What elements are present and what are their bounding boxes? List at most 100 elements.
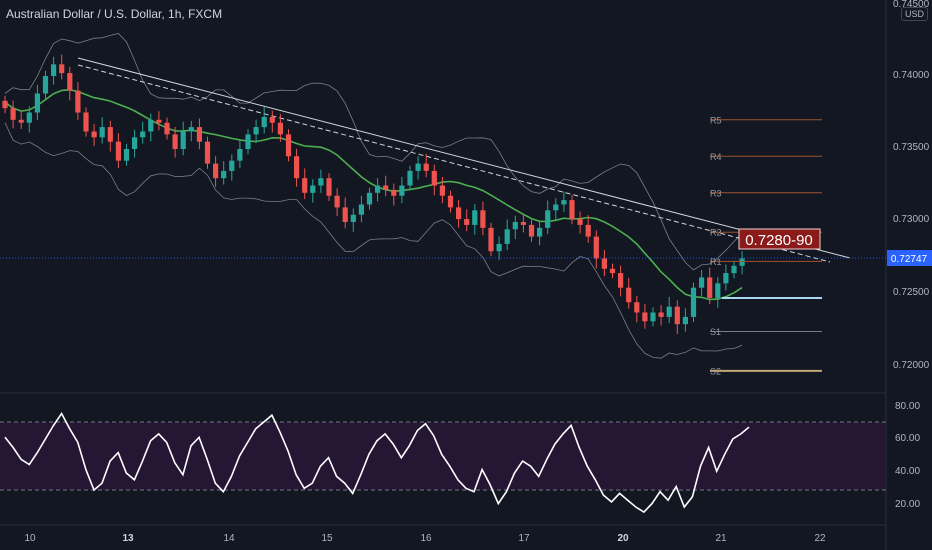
candle-body bbox=[682, 316, 688, 325]
candle-body bbox=[593, 236, 599, 259]
candle-body bbox=[366, 192, 373, 205]
time-tick: 13 bbox=[122, 533, 134, 544]
candle-body bbox=[496, 243, 502, 252]
candle-body bbox=[415, 163, 421, 171]
candle-body bbox=[569, 200, 575, 220]
candle-body bbox=[585, 224, 591, 237]
candle-body bbox=[18, 119, 24, 123]
candle-body bbox=[59, 64, 65, 74]
current-price-value: 0.72747 bbox=[891, 254, 928, 265]
rsi-tick: 20.00 bbox=[895, 499, 920, 510]
pivot-label: R3 bbox=[710, 188, 722, 198]
trend-line-solid bbox=[77, 57, 851, 259]
rsi-tick: 40.00 bbox=[895, 466, 920, 477]
candle-body bbox=[164, 122, 170, 135]
candle-body bbox=[294, 156, 300, 179]
candle-body bbox=[577, 219, 583, 225]
trend-lines bbox=[77, 57, 851, 263]
candle-body bbox=[634, 302, 640, 313]
pivot-label: R1 bbox=[710, 257, 722, 267]
candle-body bbox=[196, 127, 202, 142]
candle-body bbox=[658, 312, 664, 317]
candle-body bbox=[188, 127, 194, 132]
candle-body bbox=[83, 112, 89, 132]
candle-body bbox=[99, 127, 105, 138]
candle-body bbox=[553, 204, 559, 211]
price-tick: 0.73000 bbox=[893, 214, 930, 225]
candle-body bbox=[447, 195, 454, 208]
candle-body bbox=[115, 141, 121, 161]
candles[interactable] bbox=[2, 54, 745, 334]
candle-body bbox=[132, 137, 138, 149]
candle-body bbox=[140, 131, 146, 138]
price-tick: 0.74000 bbox=[893, 70, 930, 81]
candle-body bbox=[334, 195, 340, 208]
candle-body bbox=[488, 227, 494, 252]
candle-body bbox=[277, 122, 283, 135]
candle-body bbox=[699, 277, 705, 288]
trend-line-dashed bbox=[77, 64, 831, 263]
ma-line bbox=[4, 88, 743, 301]
rsi-tick: 60.00 bbox=[895, 433, 920, 444]
candle-body bbox=[520, 222, 526, 225]
candle-body bbox=[91, 131, 97, 138]
time-tick: 20 bbox=[617, 533, 629, 544]
candle-body bbox=[626, 287, 632, 303]
candle-body bbox=[213, 163, 219, 179]
moving-average bbox=[4, 88, 743, 301]
time-tick: 22 bbox=[814, 533, 826, 544]
candle-body bbox=[739, 258, 745, 266]
time-tick: 10 bbox=[24, 533, 36, 544]
candle-body bbox=[156, 119, 162, 123]
time-tick: 21 bbox=[715, 533, 727, 544]
candle-body bbox=[326, 178, 332, 196]
candle-body bbox=[221, 170, 227, 179]
time-tick: 16 bbox=[420, 533, 432, 544]
pivot-label: S1 bbox=[710, 327, 721, 337]
candle-body bbox=[642, 312, 648, 322]
candle-body bbox=[10, 108, 16, 120]
candle-body bbox=[245, 134, 251, 149]
candle-body bbox=[107, 127, 113, 142]
candle-body bbox=[561, 200, 567, 205]
currency-badge[interactable]: USD bbox=[901, 7, 929, 21]
candle-body bbox=[399, 185, 405, 196]
candle-body bbox=[310, 185, 316, 193]
candle-body bbox=[391, 189, 397, 196]
candle-body bbox=[601, 258, 607, 269]
candle-body bbox=[26, 112, 32, 123]
price-tick: 0.72500 bbox=[893, 287, 930, 298]
candle-body bbox=[407, 170, 413, 186]
candle-body bbox=[431, 170, 437, 186]
candle-body bbox=[512, 222, 518, 230]
bb-upper bbox=[4, 33, 743, 271]
rsi-line bbox=[4, 411, 750, 514]
current-price-tag bbox=[887, 250, 932, 266]
candle-body bbox=[318, 178, 324, 186]
candle-body bbox=[504, 229, 510, 244]
candle-body bbox=[690, 287, 697, 317]
candle-body bbox=[537, 227, 543, 237]
bb-lower bbox=[4, 122, 743, 359]
rsi-polyline bbox=[4, 411, 750, 514]
time-tick: 15 bbox=[321, 533, 333, 544]
candle-body bbox=[285, 134, 292, 157]
chart-title: Australian Dollar / U.S. Dollar, 1h, FXC… bbox=[6, 7, 223, 21]
candle-body bbox=[456, 207, 462, 220]
candle-body bbox=[269, 116, 275, 123]
target-annotation-label: 0.7280-90 bbox=[745, 232, 813, 249]
candle-body bbox=[34, 93, 40, 113]
candle-body bbox=[472, 210, 478, 225]
pivot-label: R2 bbox=[710, 228, 722, 238]
bollinger-bands bbox=[4, 33, 743, 359]
candle-body bbox=[148, 119, 154, 132]
candle-body bbox=[480, 210, 486, 228]
price-tick: 0.73500 bbox=[893, 142, 930, 153]
candle-body bbox=[51, 64, 57, 76]
candle-body bbox=[707, 277, 713, 298]
candle-body bbox=[67, 73, 73, 91]
price-tick: 0.72000 bbox=[893, 360, 930, 371]
candle-body bbox=[350, 214, 356, 222]
target-annotation-box[interactable] bbox=[738, 228, 821, 250]
